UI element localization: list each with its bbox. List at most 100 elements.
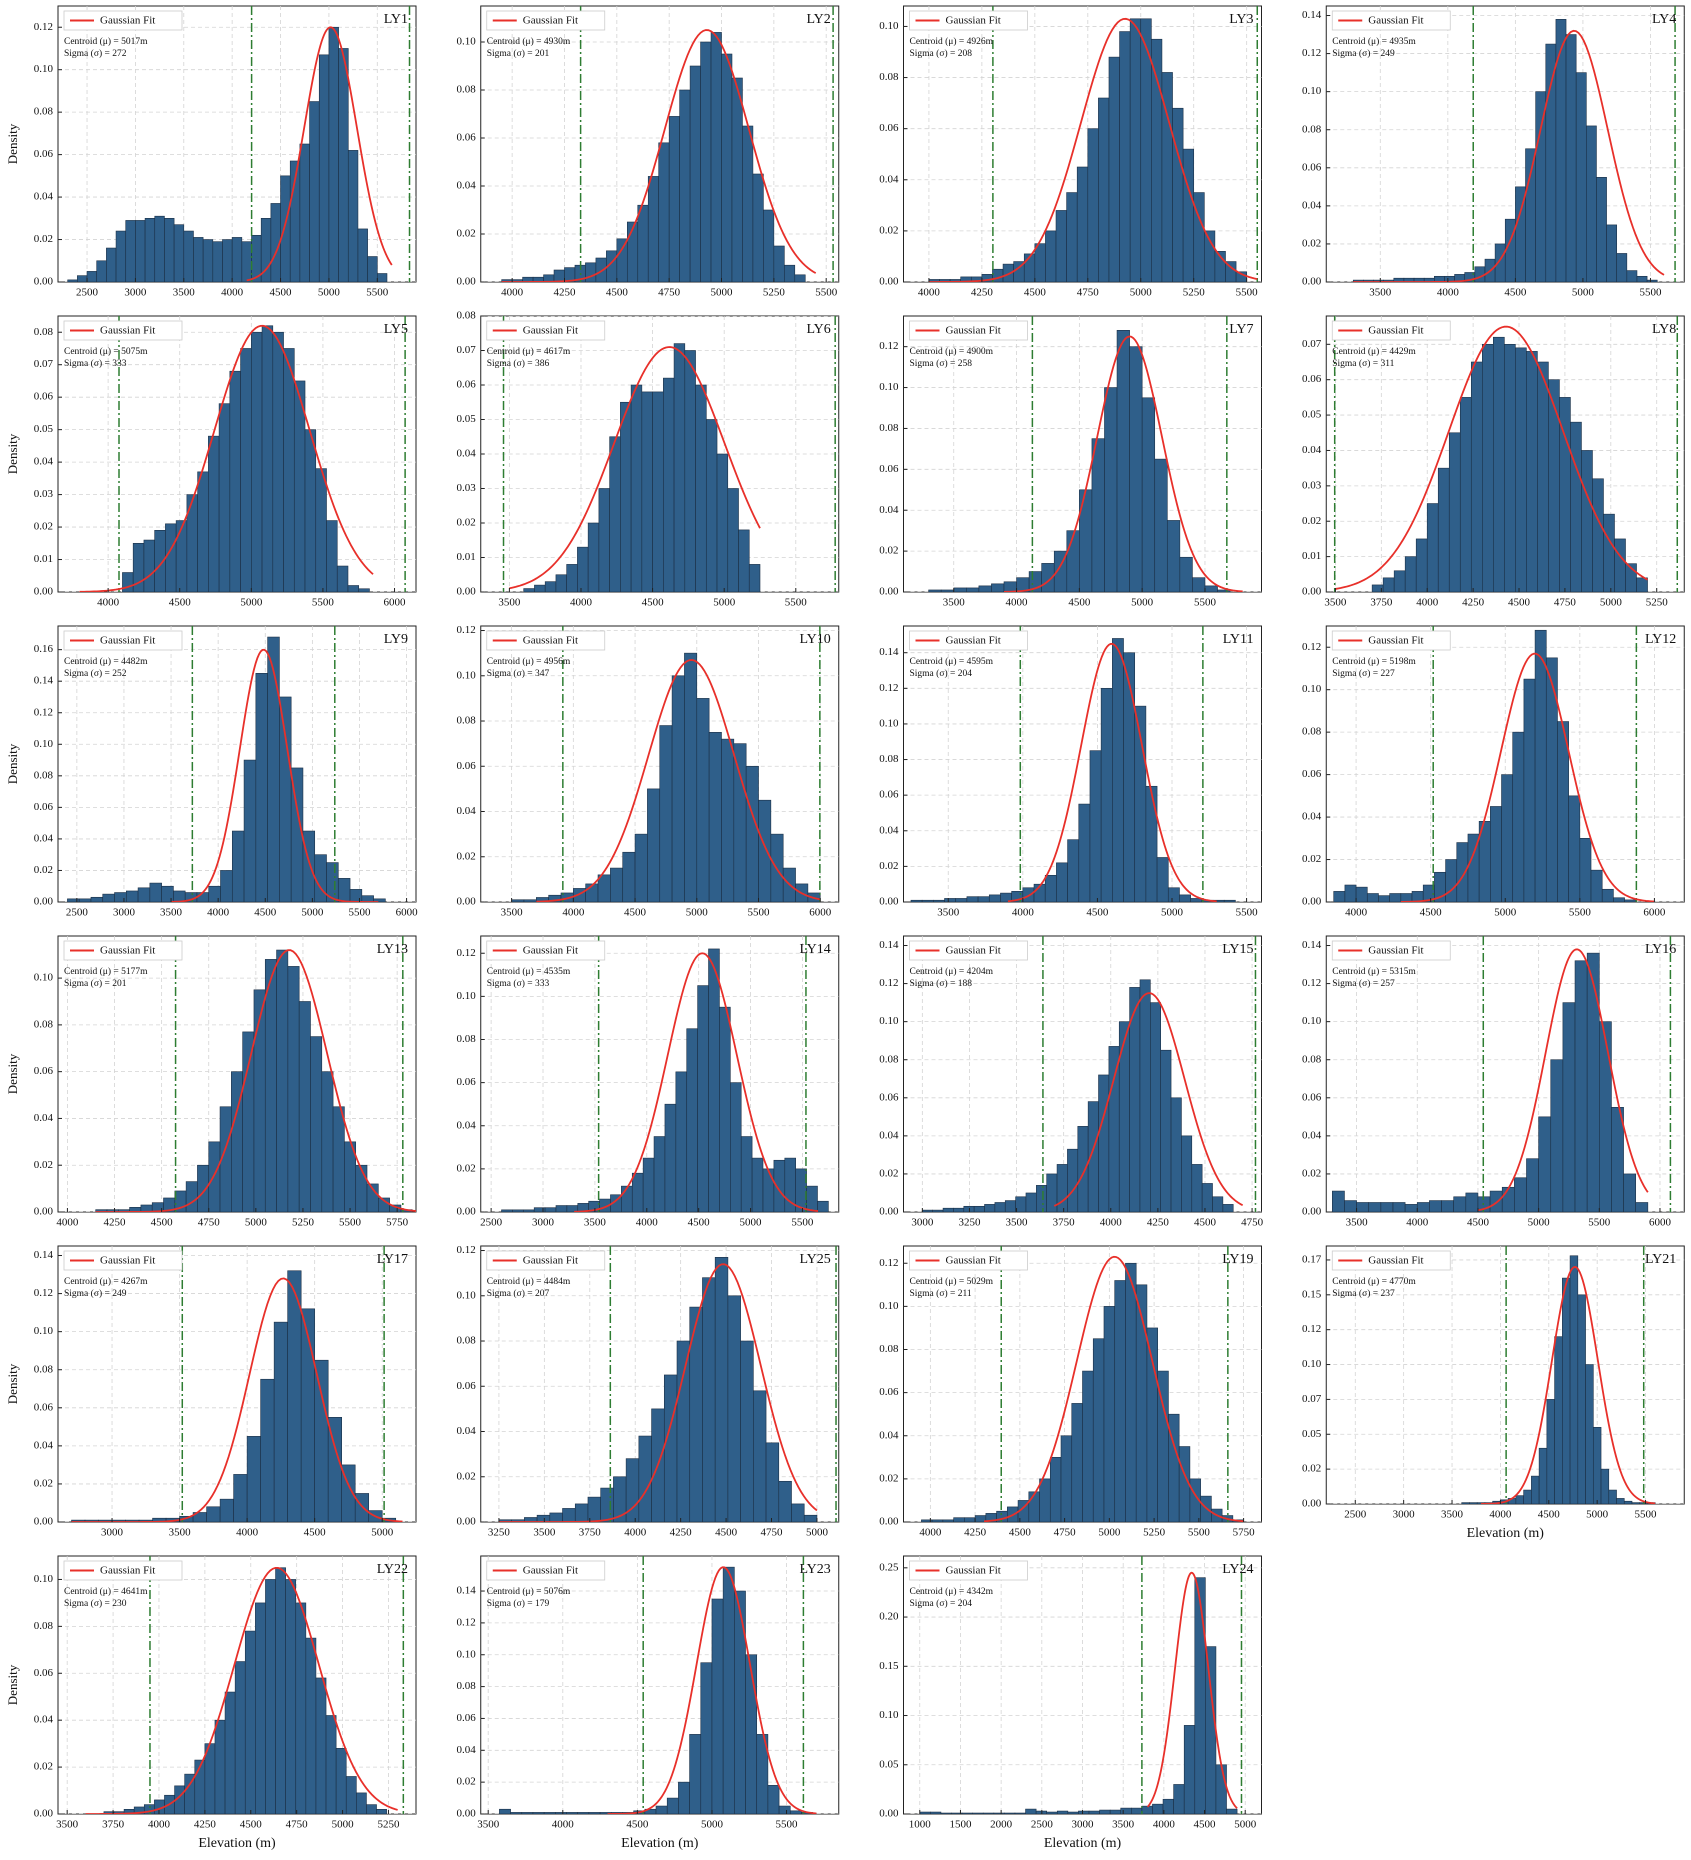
histogram-bar xyxy=(758,799,772,902)
histogram-bar xyxy=(1204,585,1218,592)
histogram-bar xyxy=(1120,1807,1132,1814)
annotation: Sigma (σ) = 249 xyxy=(64,1288,127,1299)
panel-title: LY24 xyxy=(1222,1562,1253,1577)
histogram-bar xyxy=(711,1598,724,1814)
histogram-bar xyxy=(1635,1202,1649,1212)
histogram-bar xyxy=(767,1785,780,1814)
histogram-bar xyxy=(1183,1725,1196,1814)
histogram-bar xyxy=(1082,1370,1094,1522)
plot-content xyxy=(1326,626,1685,902)
gaussian-fit xyxy=(501,29,817,282)
plot-content xyxy=(58,1556,416,1814)
panel-title: LY9 xyxy=(384,632,408,647)
y-tick-label: 0.12 xyxy=(457,624,476,636)
x-tick-label: 4000 xyxy=(919,1527,942,1539)
histogram-bar xyxy=(1586,125,1597,282)
histogram-bar xyxy=(511,899,525,902)
legend-box xyxy=(486,630,606,651)
histogram-bar xyxy=(942,1207,954,1212)
histogram-bar xyxy=(817,1200,829,1212)
y-tick-label: 0.12 xyxy=(34,1287,53,1299)
histogram-bar xyxy=(1501,1186,1515,1212)
y-axis-label: Density xyxy=(5,743,20,784)
histogram-bar xyxy=(700,1662,713,1814)
histogram-bar xyxy=(1550,1059,1564,1212)
histogram-bar xyxy=(185,1181,198,1212)
y-tick-label: 0.01 xyxy=(457,551,476,563)
x-tick-label: 5000 xyxy=(686,907,709,919)
legend-label: Gaussian Fit xyxy=(1368,15,1423,27)
panel: 0.00 0.02 0.04 0.06 0.08 0.10 0.12 0.14 3000 3250… xyxy=(879,935,1264,1229)
histogram-bar xyxy=(276,949,289,1212)
x-tick-label: 4250 xyxy=(670,1527,693,1539)
histogram-bar xyxy=(1416,1202,1430,1212)
legend-label: Gaussian Fit xyxy=(523,1255,578,1267)
x-tick-label: 5000 xyxy=(1234,1819,1257,1831)
histogram-bar xyxy=(1426,503,1439,592)
y-tick-label: 0.06 xyxy=(34,148,54,160)
histogram-bar xyxy=(376,1809,387,1814)
histogram-bar xyxy=(1569,1255,1579,1504)
y-tick-label: 0.02 xyxy=(34,521,53,533)
y-tick-label: 0.06 xyxy=(1302,1091,1322,1103)
panel-title: LY6 xyxy=(806,322,830,337)
histogram-bar xyxy=(299,143,310,282)
y-tick-label: 0.10 xyxy=(457,36,477,48)
panel: 0.00 0.02 0.04 0.06 0.08 0.10 4000 4250 4500 4750… xyxy=(457,5,840,299)
histogram-bar xyxy=(668,116,680,282)
histogram-bar xyxy=(1596,177,1607,282)
x-axis-label: Elevation (m) xyxy=(1044,1836,1122,1851)
annotation: Sigma (σ) = 188 xyxy=(910,978,973,989)
histogram-bar xyxy=(740,1136,753,1212)
y-tick-label: 0.06 xyxy=(34,1065,54,1077)
legend-label: Gaussian Fit xyxy=(100,1565,155,1577)
histogram-bar xyxy=(686,1028,698,1212)
histogram-bar xyxy=(1429,1200,1442,1212)
histogram-bar xyxy=(738,529,750,592)
histogram-bar xyxy=(202,239,214,282)
gaussian-fit xyxy=(246,26,393,282)
y-tick-label: 0.04 xyxy=(34,456,54,468)
y-tick-label: 0.02 xyxy=(1302,853,1321,865)
histogram-bar xyxy=(1577,1294,1586,1504)
y-tick-label: 0.08 xyxy=(457,715,477,727)
annotation: Sigma (σ) = 208 xyxy=(910,48,973,59)
histogram-bar xyxy=(1154,458,1168,592)
y-tick-label: 0.12 xyxy=(457,1244,476,1256)
annotation: Sigma (σ) = 237 xyxy=(1332,1288,1395,1299)
histogram-bar xyxy=(930,1811,942,1814)
y-tick-label: 0.10 xyxy=(34,1573,54,1585)
y-tick-label: 0.08 xyxy=(1302,1053,1322,1065)
annotation: Sigma (σ) = 204 xyxy=(910,668,973,679)
y-tick-label: 0.02 xyxy=(457,1776,476,1788)
annotation: Sigma (σ) = 249 xyxy=(1332,48,1395,59)
x-tick-label: 2500 xyxy=(1344,1509,1367,1521)
y-tick-label: 0.02 xyxy=(457,1470,476,1482)
panel-title: LY8 xyxy=(1652,322,1676,337)
histogram-bar xyxy=(173,224,185,282)
histogram-bar xyxy=(532,1812,545,1814)
histogram-bar xyxy=(745,1654,758,1814)
y-tick-label: 0.10 xyxy=(1302,1015,1322,1027)
histogram-bar xyxy=(1034,243,1046,282)
histogram-bar xyxy=(1067,839,1080,902)
x-tick-label: 3500 xyxy=(173,287,196,299)
histogram-bar xyxy=(1226,1808,1238,1814)
x-tick-label: 5500 xyxy=(1194,597,1217,609)
annotation: Centroid (μ) = 4429m xyxy=(1332,346,1416,357)
legend-box xyxy=(486,10,606,31)
histogram-bar xyxy=(1611,1107,1624,1212)
histogram-bar xyxy=(183,230,194,282)
x-tick-label: 5000 xyxy=(711,287,734,299)
panel: 0.00 0.02 0.04 0.06 0.08 0.10 0.12 3250 3500 3750… xyxy=(457,1244,840,1539)
annotation: Sigma (σ) = 333 xyxy=(64,358,127,369)
panel-title: LY25 xyxy=(799,1252,830,1267)
x-tick-label: 5000 xyxy=(1130,287,1153,299)
x-tick-label: 3000 xyxy=(911,1217,934,1229)
x-tick-label: 2500 xyxy=(66,907,89,919)
histogram-bar xyxy=(1626,270,1638,282)
histogram-bar xyxy=(1060,1435,1073,1522)
x-tick-label: 4000 xyxy=(56,1217,79,1229)
x-tick-label: 5500 xyxy=(366,287,389,299)
x-tick-label: 4500 xyxy=(1068,597,1091,609)
